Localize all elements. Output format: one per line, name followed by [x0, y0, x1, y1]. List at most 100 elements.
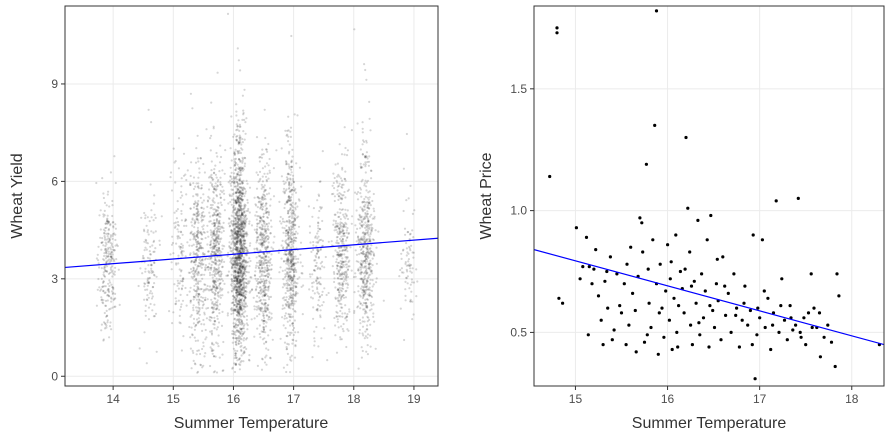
data-point — [240, 235, 243, 239]
data-point — [356, 198, 360, 201]
data-point — [114, 238, 117, 242]
data-point — [220, 255, 223, 258]
data-point — [185, 304, 188, 307]
data-point — [339, 177, 343, 180]
data-point — [148, 257, 151, 260]
data-point — [105, 252, 108, 255]
data-point — [357, 290, 360, 293]
data-point — [345, 154, 349, 157]
data-point — [223, 198, 226, 201]
data-point — [194, 324, 198, 327]
data-point — [292, 304, 295, 307]
data-point — [313, 344, 316, 347]
data-point — [221, 185, 224, 188]
data-point — [239, 298, 242, 302]
data-point — [170, 243, 174, 246]
data-point — [215, 341, 218, 344]
data-point — [240, 348, 243, 351]
data-point — [373, 254, 376, 257]
data-point — [233, 370, 237, 374]
data-point — [232, 241, 235, 244]
data-point — [236, 182, 239, 185]
data-point — [239, 304, 242, 307]
data-point — [146, 242, 149, 245]
data-point — [173, 211, 176, 214]
data-point — [243, 286, 246, 290]
data-point — [365, 139, 368, 142]
data-point — [192, 182, 195, 185]
data-point — [316, 199, 319, 202]
data-point — [240, 284, 243, 287]
data-point — [236, 214, 239, 218]
data-point — [194, 238, 197, 241]
data-point — [236, 200, 240, 203]
data-point — [342, 183, 345, 186]
data-point — [763, 325, 767, 330]
data-point — [210, 266, 213, 269]
data-point — [107, 237, 110, 240]
data-point — [210, 329, 213, 333]
data-point — [196, 241, 199, 244]
data-point — [236, 173, 239, 176]
data-point — [232, 199, 236, 202]
data-point — [204, 352, 207, 355]
data-point — [107, 220, 110, 223]
data-point — [231, 181, 234, 184]
data-point — [265, 347, 268, 350]
data-point — [212, 253, 216, 256]
data-point — [146, 278, 149, 281]
data-point — [239, 301, 242, 304]
data-point — [402, 167, 405, 170]
data-point — [203, 288, 206, 291]
data-point — [256, 206, 259, 209]
data-point — [194, 259, 197, 262]
data-point — [266, 270, 269, 273]
data-point — [711, 308, 715, 313]
data-point — [265, 162, 269, 165]
data-point — [296, 261, 299, 264]
data-point — [177, 167, 180, 170]
data-point — [230, 177, 233, 180]
data-point — [279, 215, 282, 219]
data-point — [144, 282, 147, 285]
data-point — [218, 275, 221, 278]
data-point — [194, 270, 197, 273]
data-point — [219, 181, 222, 184]
data-point — [286, 352, 289, 355]
data-point — [235, 135, 238, 138]
data-point — [198, 258, 201, 261]
data-point — [236, 282, 239, 285]
data-point — [370, 269, 373, 272]
data-point — [223, 172, 226, 175]
data-point — [235, 229, 238, 233]
data-point — [236, 282, 239, 285]
data-point — [109, 224, 112, 227]
data-point — [215, 244, 218, 247]
data-point — [345, 263, 348, 266]
data-point — [108, 308, 111, 311]
data-point — [286, 331, 290, 334]
data-point — [360, 166, 363, 169]
data-point — [219, 222, 222, 225]
data-point — [234, 208, 237, 211]
x-tick-label: 17 — [287, 392, 301, 406]
data-point — [240, 291, 244, 294]
data-point — [239, 363, 242, 367]
data-point — [240, 223, 243, 226]
data-point — [339, 336, 342, 339]
data-point — [214, 287, 218, 290]
data-point — [228, 225, 231, 228]
data-point — [150, 271, 153, 274]
data-point — [239, 308, 242, 311]
data-point — [105, 326, 108, 329]
data-point — [217, 258, 221, 261]
x-tick-label: 18 — [347, 392, 361, 406]
data-point — [103, 291, 106, 295]
data-point — [208, 262, 211, 265]
data-point — [241, 222, 244, 225]
data-point — [184, 173, 187, 176]
data-point — [110, 250, 113, 254]
data-point — [247, 207, 250, 211]
data-point — [190, 259, 193, 263]
data-point — [366, 324, 369, 327]
